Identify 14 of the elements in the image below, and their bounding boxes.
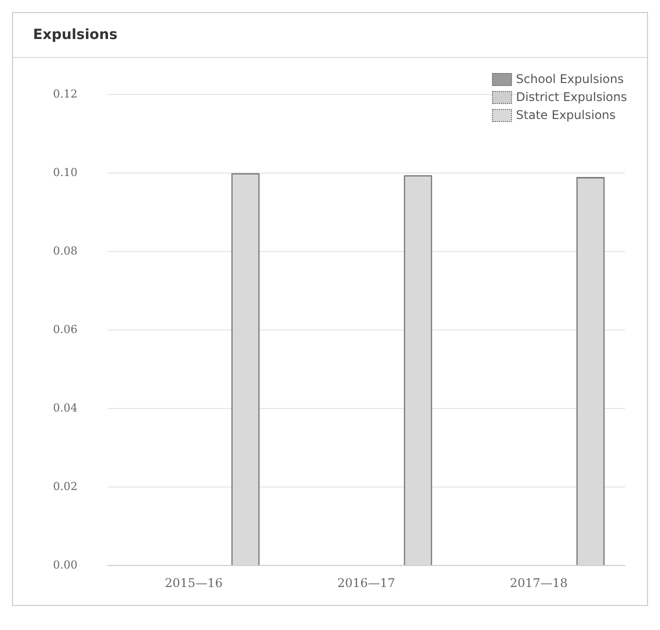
y-tick-label: 0.12	[52, 87, 78, 100]
chart-title: Expulsions	[13, 13, 647, 58]
y-tick-label: 0.06	[52, 322, 78, 336]
x-tick-label: 2017—18	[510, 576, 568, 590]
y-tick-label: 0.08	[52, 244, 78, 258]
x-tick-label: 2016—17	[337, 576, 396, 590]
legend-label: District Expulsions	[516, 90, 627, 104]
x-tick-label: 2015—16	[164, 576, 223, 590]
legend-label: State Expulsions	[516, 108, 616, 122]
y-tick-label: 0.04	[52, 401, 78, 414]
legend-label: School Expulsions	[516, 72, 624, 86]
y-tick-label: 0.02	[52, 480, 78, 493]
y-tick-label: 0.00	[52, 558, 78, 572]
y-tick-label: 0.10	[52, 166, 78, 179]
